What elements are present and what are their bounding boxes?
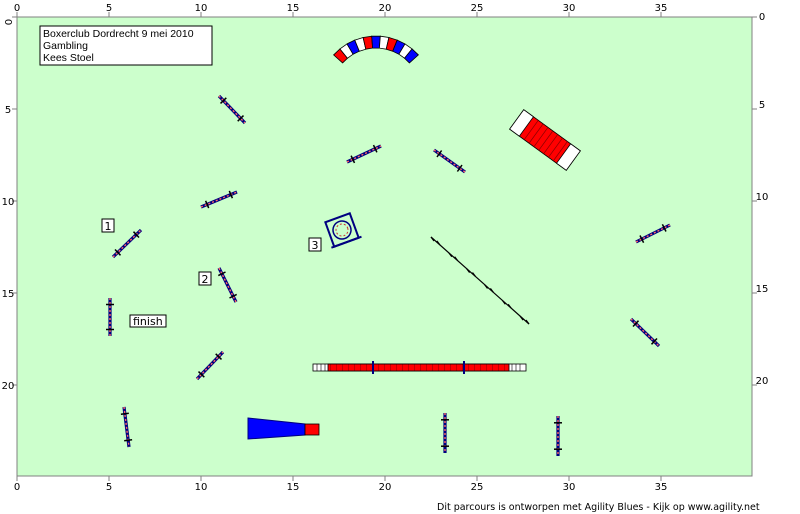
- x-tick-label: 0: [14, 3, 20, 14]
- jump: [217, 94, 247, 125]
- x-axis-top: 0 5 10 15 20 25 30 35: [14, 3, 752, 18]
- finish-label: finish: [129, 314, 167, 328]
- weave-poles: [430, 236, 530, 325]
- weave-pole: [436, 240, 441, 246]
- jump: [441, 413, 449, 453]
- y-tick-label: 15: [2, 289, 15, 300]
- y-tick-label: 20: [2, 381, 15, 392]
- dog-walk: [312, 361, 527, 374]
- x-tick-label: 25: [471, 482, 484, 493]
- weave-pole: [448, 252, 453, 258]
- jump: [106, 298, 114, 336]
- number-label-3: 3: [308, 237, 322, 252]
- jump: [217, 267, 238, 303]
- tunnel-segment: [403, 48, 419, 64]
- number-label-1: 1: [101, 218, 115, 233]
- info-box: Boxerclub Dordrecht 9 mei 2010 Gambling …: [39, 25, 213, 66]
- jump: [433, 148, 466, 174]
- x-axis-bottom: 0 5 10 15 20 25 30 35: [14, 476, 668, 493]
- info-judge: Kees Stoel: [43, 52, 94, 64]
- weave-pole: [525, 319, 530, 325]
- x-tick-label: 5: [106, 3, 112, 14]
- x-tick-label: 30: [563, 3, 576, 14]
- y-tick-label: 5: [5, 105, 11, 116]
- a-frame: [509, 109, 581, 171]
- weave-pole: [507, 303, 512, 309]
- weave-pole: [519, 315, 524, 321]
- x-tick-label: 20: [379, 482, 392, 493]
- x-tick-label: 10: [195, 482, 208, 493]
- jump: [635, 223, 671, 244]
- x-tick-label: 25: [471, 3, 484, 14]
- x-tick-marks-top: [16, 12, 662, 17]
- footer-credit: Dit parcours is ontworpen met Agility Bl…: [437, 502, 760, 513]
- jump: [554, 416, 562, 456]
- y-tick-label: 10: [756, 192, 769, 203]
- info-club-date: Boxerclub Dordrecht 9 mei 2010: [43, 28, 194, 40]
- weave-pole: [484, 284, 488, 289]
- weave-pole: [489, 288, 494, 293]
- x-tick-label: 5: [106, 482, 112, 493]
- jump: [120, 406, 133, 448]
- y-tick-label: 10: [2, 197, 15, 208]
- jump: [200, 190, 238, 209]
- weave-pole: [472, 272, 476, 277]
- y-tick-label: 0: [759, 12, 765, 23]
- x-tick-label: 30: [563, 482, 576, 493]
- x-tick-label: 15: [287, 3, 300, 14]
- weave-pole: [430, 236, 435, 242]
- y-tick-label: 5: [759, 100, 765, 111]
- x-tick-label: 20: [379, 3, 392, 14]
- y-axis-left: 0 5 10 15 20: [2, 16, 17, 392]
- x-tick-label: 15: [287, 482, 300, 493]
- x-tick-label: 35: [655, 482, 668, 493]
- x-tick-label: 10: [195, 3, 208, 14]
- y-tick-label: 20: [756, 376, 769, 387]
- number-label-2-text: 2: [202, 273, 209, 286]
- curved-tunnel: [333, 35, 419, 64]
- jump: [195, 350, 225, 381]
- weave-pole: [466, 268, 471, 273]
- tire: [324, 212, 362, 249]
- jump: [629, 317, 661, 348]
- info-class: Gambling: [43, 40, 88, 52]
- tunnel-segment: [371, 35, 381, 49]
- chute-tunnel: [247, 417, 320, 440]
- finish-label-text: finish: [133, 315, 163, 328]
- number-label-2: 2: [198, 271, 212, 286]
- jumps: [106, 94, 671, 456]
- x-tick-label: 35: [655, 3, 668, 14]
- course-field: [16, 16, 753, 477]
- y-tick-label: 0: [4, 19, 15, 25]
- y-tick-label: 15: [756, 284, 769, 295]
- y-axis-right: 0 5 10 15 20: [752, 12, 768, 387]
- number-label-1-text: 1: [105, 220, 112, 233]
- number-label-3-text: 3: [312, 239, 319, 252]
- jump: [111, 228, 143, 259]
- weave-pole: [454, 256, 459, 262]
- weave-pole: [501, 299, 506, 305]
- jump: [346, 144, 382, 164]
- x-tick-label: 0: [14, 482, 20, 493]
